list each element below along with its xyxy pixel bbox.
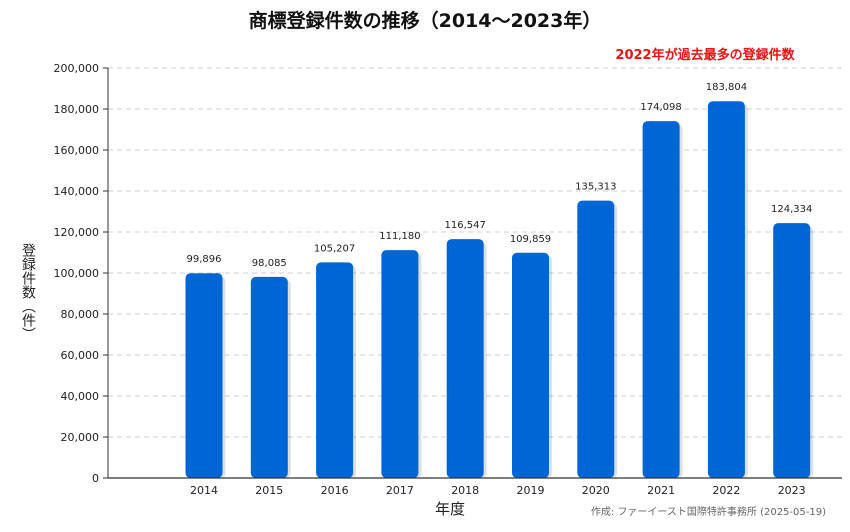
y-tick-label: 140,000 (54, 185, 100, 198)
x-tick-label-2023: 2023 (778, 484, 806, 497)
x-axis-label: 年度 (434, 500, 465, 518)
data-label-2019: 109,859 (510, 234, 551, 245)
x-tick-label-2020: 2020 (582, 484, 610, 497)
y-tick-label: 0 (92, 472, 99, 485)
y-tick-label: 40,000 (61, 390, 100, 403)
x-tick-label-2017: 2017 (386, 484, 414, 497)
chart-annotation: 2022年が過去最多の登録件数 (615, 48, 795, 63)
bar-layer: 99,896 98,085 105,207 111,180 116,547 109,859… (185, 82, 814, 479)
data-label-2015: 98,085 (252, 258, 287, 269)
y-tick-label: 160,000 (54, 144, 100, 157)
bar-2023 (773, 223, 811, 478)
data-label-2016: 105,207 (314, 243, 355, 254)
bar-2019 (512, 252, 549, 478)
data-label-2014: 99,896 (187, 254, 222, 265)
y-tick-label: 60,000 (61, 349, 100, 362)
data-label-2018: 116,547 (445, 220, 486, 231)
y-tick-label: 100,000 (54, 267, 100, 280)
data-label-2022: 183,804 (706, 82, 747, 93)
y-tick-label: 120,000 (54, 226, 100, 239)
y-tick-label: 20,000 (61, 431, 100, 444)
x-tick-label-2021: 2021 (647, 484, 675, 497)
bar-2015 (250, 276, 288, 478)
bar-2014 (185, 273, 223, 478)
chart-title: 商標登録件数の推移（2014〜2023年） (248, 10, 602, 32)
bar-2020 (577, 200, 615, 479)
bar-2018 (446, 239, 484, 478)
y-tick-label: 200,000 (54, 62, 100, 75)
x-tick-label-2018: 2018 (451, 484, 479, 497)
bar-2022 (707, 101, 745, 479)
axis-layer: 0 20,000 40,000 60,000 80,000 100,000 120,000 1… (54, 62, 842, 497)
bar-2021 (642, 121, 680, 479)
x-tick-label-2016: 2016 (321, 484, 349, 497)
bar-2017 (381, 250, 419, 478)
x-tick-label-2014: 2014 (190, 484, 218, 497)
data-label-2017: 111,180 (379, 231, 420, 242)
data-label-2020: 135,313 (575, 182, 616, 193)
bar-2016 (316, 262, 354, 478)
y-tick-label: 80,000 (61, 308, 100, 321)
data-label-2021: 174,098 (640, 102, 681, 113)
data-label-2023: 124,334 (771, 204, 812, 215)
x-tick-label-2022: 2022 (712, 484, 740, 497)
x-tick-label-2015: 2015 (255, 484, 283, 497)
y-axis-label: 登録件数（件） (20, 243, 36, 341)
y-tick-label: 180,000 (54, 103, 100, 116)
x-tick-label-2019: 2019 (517, 484, 545, 497)
chart-credit: 作成: ファーイースト国際特許事務所 (2025-05-19) (590, 507, 826, 518)
